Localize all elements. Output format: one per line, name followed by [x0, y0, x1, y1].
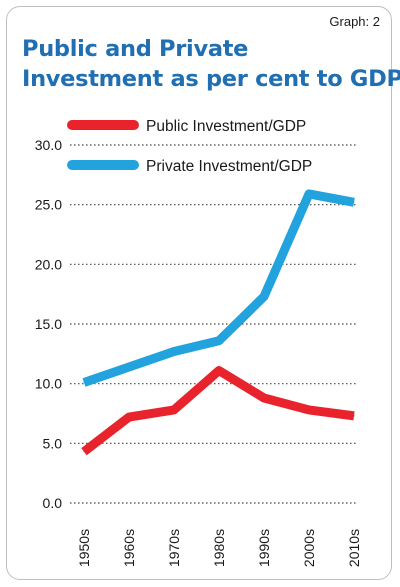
data-point — [128, 416, 130, 418]
legend-label: Public Investment/GDP — [146, 118, 306, 135]
series-line-public — [81, 366, 355, 456]
x-tick-label: 1950s — [76, 529, 92, 567]
y-tick-label: 30.0 — [35, 137, 62, 153]
data-point — [263, 397, 265, 399]
x-tick-label: 2000s — [301, 529, 317, 567]
data-point — [128, 366, 130, 368]
x-tick-label: 2010s — [346, 529, 362, 567]
y-tick-label: 25.0 — [35, 197, 62, 213]
x-tick-label: 1990s — [256, 529, 272, 567]
data-point — [173, 409, 175, 411]
grid-lines — [70, 144, 358, 504]
y-tick-label: 5.0 — [43, 435, 63, 451]
legend-label: Private Investment/GDP — [146, 158, 312, 175]
legend: Public Investment/GDP Private Investment/… — [67, 118, 312, 175]
x-tick-label: 1970s — [166, 529, 182, 567]
y-tick-label: 20.0 — [35, 256, 62, 272]
chart-title-line-2: Investment as per cent to GDP — [22, 66, 400, 92]
series-lines — [81, 189, 355, 456]
x-tick-label: 1980s — [211, 529, 227, 567]
x-axis: 1950s 1960s 1970s 1980s 1990s 2000s 2010s — [76, 529, 362, 567]
data-point — [263, 296, 265, 298]
y-tick-label: 10.0 — [35, 376, 62, 392]
x-tick-label: 1960s — [121, 529, 137, 567]
series-line-private — [82, 189, 355, 387]
graph-label: Graph: 2 — [329, 14, 380, 29]
y-tick-label: 15.0 — [35, 316, 62, 332]
data-point — [218, 370, 220, 372]
data-point — [353, 201, 355, 203]
chart-title: Public and Private Investment as per cen… — [22, 34, 400, 94]
chart-frame — [6, 6, 392, 580]
y-axis: 0.0 5.0 10.0 15.0 20.0 25.0 30.0 — [35, 137, 62, 511]
data-point — [83, 451, 85, 453]
y-tick-label: 0.0 — [43, 495, 63, 511]
data-point — [308, 409, 310, 411]
data-point — [83, 381, 85, 383]
data-point — [353, 415, 355, 417]
data-point — [308, 193, 310, 195]
data-point — [173, 350, 175, 352]
data-point — [218, 340, 220, 342]
chart-title-line-1: Public and Private — [22, 36, 249, 62]
